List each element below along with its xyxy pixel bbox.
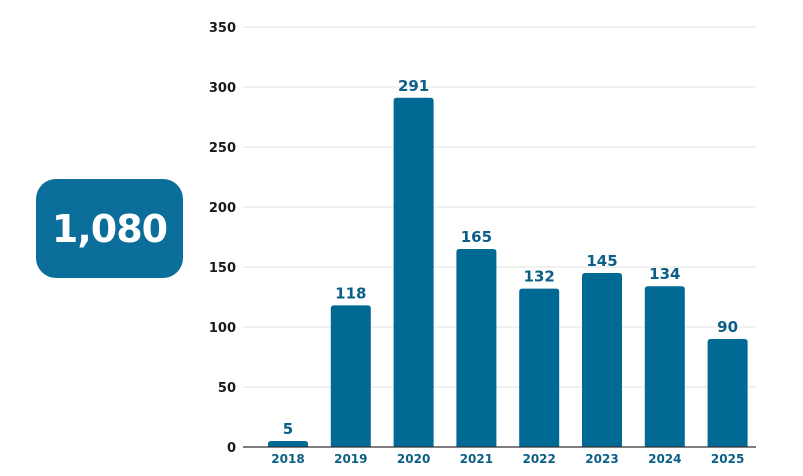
bar-2022 xyxy=(519,288,560,447)
total-count-badge: 1,080 xyxy=(36,179,183,278)
x-tick-label-2022: 2022 xyxy=(522,452,555,466)
value-label-2024: 134 xyxy=(649,265,680,283)
y-tick-label: 350 xyxy=(209,21,236,36)
y-axis-ticks: 0 50 100 150 200 250 300 350 xyxy=(209,21,236,456)
bar-2024 xyxy=(644,286,685,447)
y-tick-label: 150 xyxy=(209,261,236,276)
value-label-2021: 165 xyxy=(461,228,492,246)
y-tick-label: 0 xyxy=(227,441,236,456)
grid-lines xyxy=(243,26,756,388)
bar-2020 xyxy=(393,97,434,448)
x-tick-label-2019: 2019 xyxy=(334,452,367,466)
bar-2025 xyxy=(707,339,748,447)
value-labels: 5 118 291 165 132 145 134 90 xyxy=(283,77,738,438)
y-tick-label: 50 xyxy=(218,381,236,396)
x-tick-label-2025: 2025 xyxy=(711,452,744,466)
bar-2019 xyxy=(330,305,371,447)
value-label-2020: 291 xyxy=(398,77,429,95)
bar-2023 xyxy=(582,273,622,447)
x-tick-label-2023: 2023 xyxy=(585,452,618,466)
y-tick-label: 250 xyxy=(209,141,236,156)
value-label-2022: 132 xyxy=(524,268,555,286)
value-label-2025: 90 xyxy=(717,318,738,336)
bars xyxy=(268,97,748,448)
bar-2018 xyxy=(268,441,308,447)
x-tick-label-2021: 2021 xyxy=(460,452,493,466)
total-count-value: 1,080 xyxy=(51,206,168,251)
y-tick-label: 300 xyxy=(209,81,236,96)
value-label-2018: 5 xyxy=(283,420,293,438)
y-tick-label: 100 xyxy=(209,321,236,336)
x-tick-label-2018: 2018 xyxy=(271,452,304,466)
value-label-2023: 145 xyxy=(586,252,617,270)
x-tick-label-2024: 2024 xyxy=(648,452,681,466)
x-tick-label-2020: 2020 xyxy=(397,452,430,466)
bar-2021 xyxy=(456,249,497,447)
y-tick-label: 200 xyxy=(209,201,236,216)
x-axis-ticks: 2018 2019 2020 2021 2022 2023 2024 2025 xyxy=(271,452,744,466)
value-label-2019: 118 xyxy=(335,284,366,302)
